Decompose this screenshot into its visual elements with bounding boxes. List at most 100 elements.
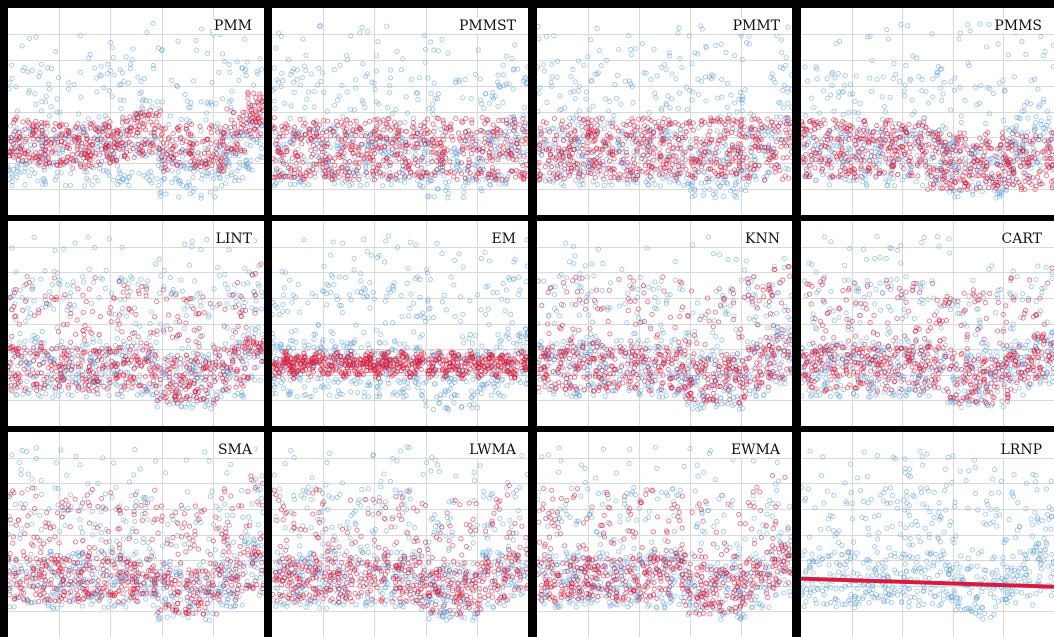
imputed-point	[115, 128, 121, 134]
imputed-point	[154, 119, 160, 125]
observed-point	[511, 114, 517, 120]
imputed-point	[914, 162, 921, 169]
imputed-point	[861, 136, 867, 142]
imputed-point	[496, 118, 502, 124]
observed-point	[743, 40, 750, 46]
observed-point	[934, 72, 940, 78]
imputed-point	[423, 170, 429, 176]
imputed-point	[589, 127, 595, 133]
observed-point	[384, 23, 390, 29]
imputed-point	[729, 142, 735, 148]
observed-point	[233, 174, 239, 181]
observed-point	[120, 116, 126, 122]
imputed-point	[970, 143, 976, 149]
imputed-point	[646, 163, 652, 169]
imputed-point	[66, 130, 72, 136]
imputed-point	[376, 144, 382, 150]
observed-point	[962, 97, 968, 103]
imputed-point	[247, 112, 253, 118]
imputed-point	[147, 107, 153, 113]
imputed-point	[712, 150, 718, 156]
observed-point	[52, 177, 58, 183]
imputed-point	[159, 158, 165, 164]
scatter-plot	[801, 8, 1054, 215]
observed-point	[766, 170, 772, 176]
observed-point	[111, 72, 117, 78]
imputed-point	[854, 129, 860, 135]
imputed-point	[521, 176, 527, 182]
imputed-point	[129, 141, 135, 147]
observed-point	[166, 122, 172, 128]
observed-point	[209, 102, 215, 108]
imputed-point	[888, 171, 894, 177]
imputed-point	[577, 171, 583, 177]
imputed-point	[350, 128, 356, 134]
imputed-point	[482, 135, 488, 141]
observed-point	[783, 55, 789, 61]
imputed-point	[873, 173, 879, 179]
imputed-point	[281, 152, 287, 158]
imputed-point	[663, 161, 669, 167]
imputed-point	[675, 136, 682, 142]
imputed-point	[458, 171, 465, 177]
imputed-point	[280, 158, 286, 164]
observed-point	[216, 70, 222, 76]
observed-point	[590, 179, 596, 185]
observed-point	[478, 155, 484, 161]
observed-point	[276, 30, 282, 36]
observed-point	[867, 75, 873, 81]
observed-point	[398, 178, 404, 184]
imputed-point	[333, 118, 340, 124]
imputed-point	[466, 163, 472, 169]
imputed-point	[938, 166, 944, 172]
observed-point	[554, 58, 561, 64]
observed-point	[648, 76, 654, 83]
observed-point	[525, 64, 528, 70]
observed-point	[481, 105, 487, 111]
observed-point	[573, 177, 579, 183]
observed-point	[37, 70, 43, 76]
observed-point	[661, 61, 667, 68]
imputed-point	[478, 127, 484, 133]
imputed-point	[1002, 154, 1008, 160]
observed-point	[560, 132, 566, 138]
imputed-point	[832, 150, 838, 156]
imputed-point	[217, 138, 223, 144]
imputed-point	[421, 124, 427, 130]
imputed-point	[542, 164, 548, 170]
observed-point	[63, 183, 69, 189]
observed-point	[610, 118, 616, 124]
imputed-point	[171, 155, 177, 161]
observed-point	[126, 182, 132, 189]
observed-point	[849, 91, 856, 97]
observed-point	[371, 80, 377, 86]
imputed-point	[124, 155, 131, 162]
imputed-point	[1039, 181, 1045, 187]
imputed-point	[819, 157, 825, 163]
imputed-point	[58, 139, 64, 145]
observed-point	[97, 142, 103, 148]
imputed-point	[356, 147, 362, 153]
observed-point	[856, 116, 862, 122]
observed-point	[686, 145, 692, 151]
observed-point	[772, 79, 778, 86]
observed-point	[902, 152, 908, 158]
observed-point	[1031, 161, 1037, 167]
imputed-point	[571, 137, 577, 143]
observed-point	[521, 113, 527, 119]
imputed-point	[431, 149, 437, 155]
observed-point	[1021, 108, 1027, 114]
observed-point	[573, 113, 579, 119]
imputed-point	[110, 128, 116, 134]
imputed-point	[203, 161, 209, 167]
observed-point	[272, 86, 278, 92]
observed-point	[169, 168, 175, 174]
observed-point	[478, 97, 484, 103]
imputed-point	[712, 161, 718, 167]
imputed-point	[48, 136, 54, 142]
imputed-point	[108, 133, 114, 139]
observed-point	[213, 186, 219, 192]
observed-point	[17, 170, 23, 176]
imputed-point	[698, 164, 705, 170]
imputed-point	[104, 133, 111, 139]
